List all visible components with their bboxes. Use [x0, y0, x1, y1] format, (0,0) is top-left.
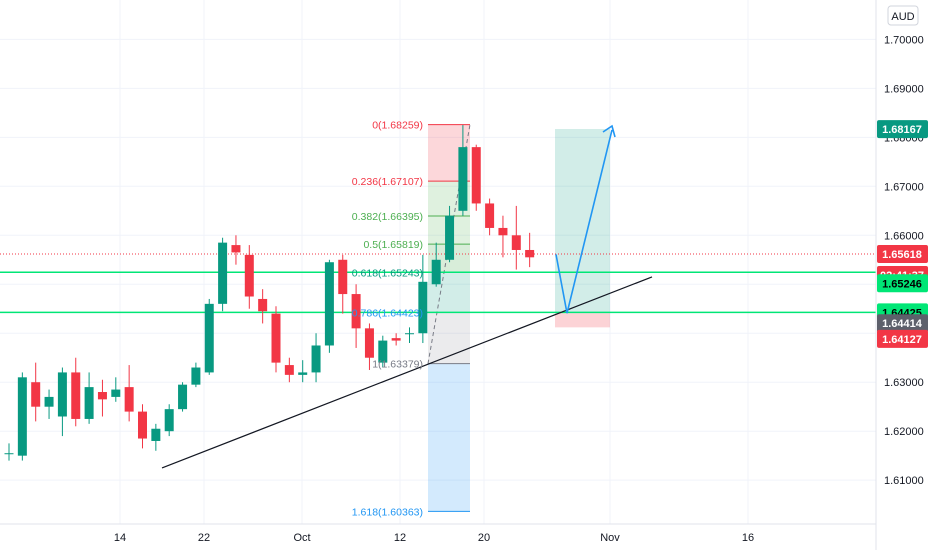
candle-body: [485, 203, 495, 228]
candle-body: [218, 242, 228, 304]
price-axis: 1.700001.690001.680001.670001.660001.650…: [875, 0, 928, 550]
candle-body: [204, 303, 214, 373]
x-tick-label: 16: [742, 532, 754, 544]
x-tick-label: 22: [198, 532, 210, 544]
candle-body: [244, 254, 254, 297]
x-tick-label: Nov: [600, 532, 620, 544]
candle-body: [364, 328, 374, 358]
candle-body: [458, 147, 468, 211]
candles: [4, 125, 535, 461]
grid: [0, 0, 876, 524]
candle-body: [418, 281, 428, 334]
candle-body: [298, 372, 308, 375]
candle-body: [445, 215, 455, 260]
candle-body: [124, 387, 134, 412]
y-tick-label: 1.62000: [884, 426, 924, 438]
candle-body: [164, 409, 174, 432]
candle-body: [431, 259, 441, 285]
candle-body: [338, 259, 348, 295]
price-label-box: [877, 329, 928, 348]
candle-body: [111, 389, 121, 397]
currency-label: AUD: [891, 11, 914, 23]
candle-body: [258, 298, 268, 312]
price-label-box: [877, 120, 928, 139]
x-tick-label: Oct: [293, 532, 310, 544]
candle-body: [97, 392, 107, 400]
x-tick-label: 20: [478, 532, 490, 544]
currency-badge: [887, 5, 919, 26]
fib-level-label: 0.382(1.66395): [352, 211, 423, 223]
candle-body: [4, 453, 14, 455]
y-tick-label: 1.67000: [884, 181, 924, 193]
candle-body: [31, 382, 41, 407]
fib-level-label: 0.5(1.65819): [363, 239, 423, 251]
time-axis: 14 22 Oct 12 20 Nov 16: [0, 523, 876, 544]
fib-level-label: 1(1.63379): [372, 359, 423, 371]
price-label: 1.64414: [882, 318, 923, 330]
candle-body: [191, 367, 201, 385]
trendline: [161, 276, 653, 469]
candle-body: [378, 340, 388, 363]
price-label-box: [877, 244, 928, 263]
candle-body: [138, 411, 147, 439]
x-tick-label: 14: [114, 532, 126, 544]
projection-path: [555, 129, 613, 314]
y-tick-label: 1.70000: [884, 34, 924, 46]
price-label: 1.68167: [882, 124, 922, 136]
fib-level-label: 0.618(1.65243): [352, 267, 423, 279]
candle-body: [44, 396, 54, 407]
drawing-zones: [428, 124, 610, 512]
candle-body: [511, 235, 521, 250]
candle-body: [71, 372, 81, 419]
long-target-zone: [555, 129, 610, 314]
candle-body: [391, 338, 401, 341]
candle-body: [471, 147, 481, 204]
candle-body: [151, 428, 161, 441]
candle-body: [498, 227, 508, 236]
candle-body: [405, 333, 414, 335]
candle-body: [271, 313, 281, 363]
candle-body: [17, 377, 27, 456]
projection-arrowhead: [602, 124, 616, 138]
candle-body: [84, 387, 94, 419]
y-tick-label: 1.61000: [884, 475, 924, 487]
candle-body: [311, 345, 321, 373]
candle-body: [324, 262, 334, 346]
price-label-box: [877, 314, 928, 333]
long-stop-zone: [555, 313, 610, 328]
fib-level-label: 0.786(1.64423): [352, 308, 423, 320]
y-tick-label: 1.66000: [884, 230, 924, 242]
price-label: 1.64127: [882, 334, 922, 346]
price-label-box: [877, 274, 928, 293]
fib-labels: 0(1.68259) 0.236(1.67107) 0.382(1.66395) 0.…: [352, 120, 423, 519]
fib-zone: [428, 363, 470, 512]
candle-body: [231, 245, 241, 253]
candle-body: [57, 372, 67, 417]
fib-level-label: 0.236(1.67107): [352, 176, 423, 188]
y-tick-label: 1.69000: [884, 83, 924, 95]
candle-body: [178, 384, 188, 410]
candle-body: [351, 294, 361, 329]
fib-level-label: 0(1.68259): [372, 120, 423, 132]
price-label: 1.65618: [882, 249, 922, 261]
candle-body: [525, 249, 535, 258]
x-tick-label: 12: [394, 532, 406, 544]
price-label: 1.65246: [882, 278, 922, 290]
y-tick-label: 1.63000: [884, 377, 924, 389]
candle-body: [284, 365, 294, 375]
fib-level-label: 1.618(1.60363): [352, 506, 423, 518]
drawing-lines: [0, 124, 876, 512]
